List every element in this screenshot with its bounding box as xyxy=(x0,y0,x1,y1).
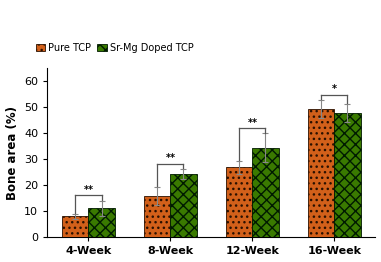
Bar xyxy=(170,174,197,237)
Bar xyxy=(226,167,252,237)
Bar xyxy=(334,113,360,237)
Text: **: ** xyxy=(83,185,93,195)
Bar xyxy=(308,109,334,237)
Legend: Pure TCP, Sr-Mg Doped TCP: Pure TCP, Sr-Mg Doped TCP xyxy=(36,43,194,53)
Text: *: * xyxy=(332,84,337,94)
Y-axis label: Bone area (%): Bone area (%) xyxy=(6,106,19,200)
Text: **: ** xyxy=(165,153,175,163)
Bar xyxy=(88,208,115,237)
Bar xyxy=(144,196,170,237)
Text: **: ** xyxy=(247,118,257,128)
Bar xyxy=(62,216,88,237)
Bar xyxy=(252,148,279,237)
